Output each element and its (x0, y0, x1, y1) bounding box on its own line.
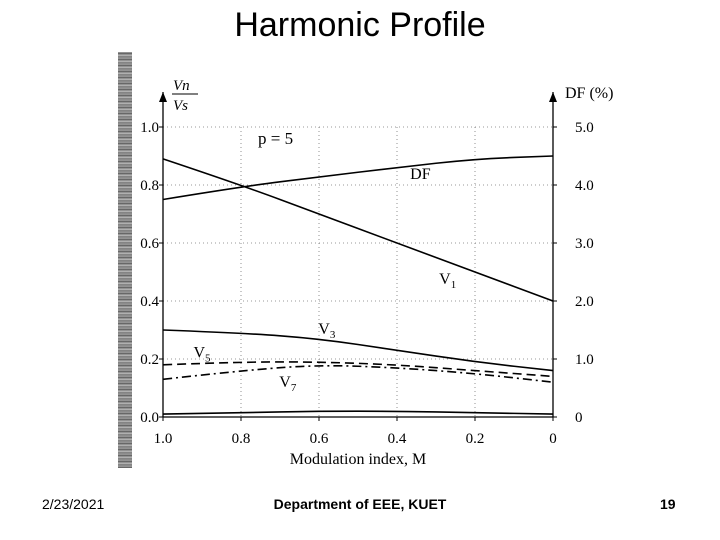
curve-label-v7: V7 (279, 374, 297, 394)
annotation-p: p = 5 (258, 129, 293, 148)
x-axis-title: Modulation index, M (290, 451, 426, 468)
right-tick-label: 5.0 (575, 120, 594, 136)
curve-label-v1: V1 (439, 271, 456, 291)
curve-v3 (162, 329, 554, 372)
curve-label-v3: V3 (318, 321, 336, 341)
x-tick-label: 0.6 (310, 431, 329, 447)
right-axis-arrow (549, 92, 557, 102)
curve-v7 (162, 364, 554, 383)
curve-label-subscript: 3 (330, 329, 336, 341)
left-tick-label: 1.0 (140, 120, 159, 136)
left-axis-arrow (159, 92, 167, 102)
x-tick-label: 0.2 (466, 431, 485, 447)
footer-page-number: 19 (660, 496, 676, 512)
curve-v5 (162, 361, 554, 378)
axes (159, 92, 557, 421)
right-tick-label: 1.0 (575, 352, 594, 368)
right-tick-label: 3.0 (575, 236, 594, 252)
left-axis-title-denominator: Vs (173, 98, 188, 114)
x-tick-label: 0.4 (388, 431, 407, 447)
curve-baseline (162, 410, 554, 415)
left-tick-label: 0.6 (140, 236, 159, 252)
curve-label-subscript: 1 (451, 279, 457, 291)
curve-label-v5: V5 (193, 344, 211, 364)
curve-v1 (162, 158, 554, 302)
left-axis-title-numerator: Vn (173, 78, 190, 94)
curve-label-subscript: 7 (291, 382, 297, 394)
left-tick-label: 0.8 (140, 178, 159, 194)
right-tick-label: 2.0 (575, 294, 594, 310)
right-tick-label: 4.0 (575, 178, 594, 194)
footer-date: 2/23/2021 (42, 496, 105, 512)
x-tick-label: 0.8 (232, 431, 251, 447)
right-axis-title: DF (%) (565, 85, 613, 102)
harmonic-profile-chart: 1.0 0.8 0.6 0.4 0.2 0.0 5.0 4.0 3.0 2.0 1.0 0 1.0 0.8… (140, 78, 613, 468)
left-tick-label: 0.0 (140, 410, 159, 426)
left-tick-label: 0.2 (140, 352, 159, 368)
footer-department: Department of EEE, KUET (273, 496, 447, 512)
scan-edge-texture (118, 52, 132, 468)
curves (162, 155, 554, 415)
curve-label-subscript: 5 (205, 352, 211, 364)
curve-df (162, 155, 554, 201)
x-tick-label: 0 (549, 431, 557, 447)
slide-title: Harmonic Profile (234, 6, 486, 44)
curve-label-df: DF (410, 166, 431, 183)
labels: 1.0 0.8 0.6 0.4 0.2 0.0 5.0 4.0 3.0 2.0 1.0 0 1.0 0.8… (140, 78, 613, 468)
x-tick-label: 1.0 (154, 431, 173, 447)
right-tick-label: 0 (575, 410, 583, 426)
left-tick-label: 0.4 (140, 294, 159, 310)
